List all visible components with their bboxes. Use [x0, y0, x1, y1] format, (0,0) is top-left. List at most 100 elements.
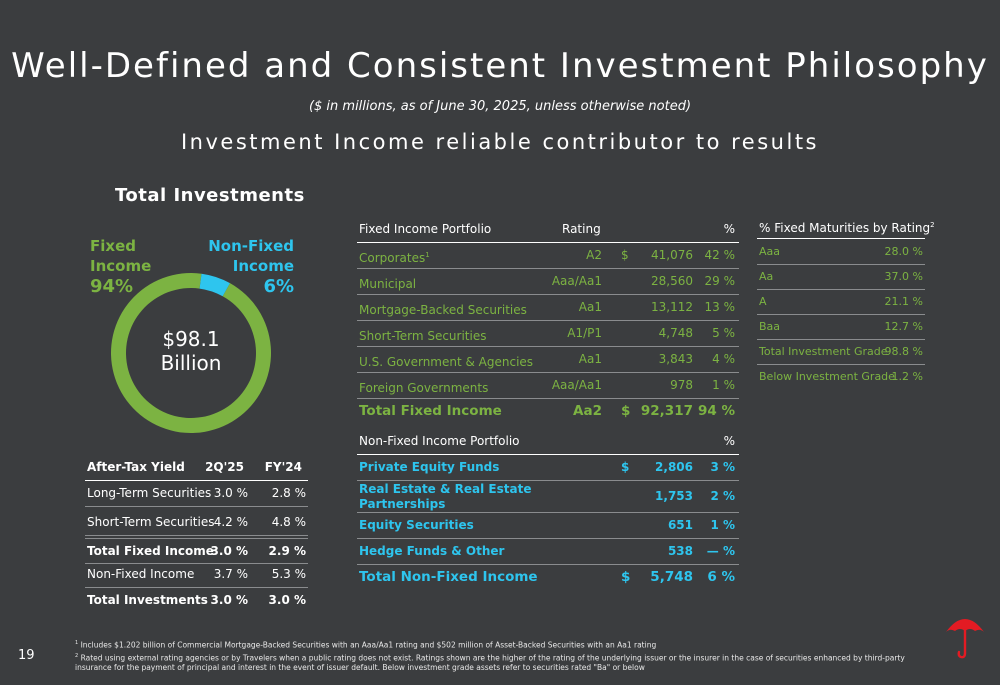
fixed-row-pct: 5 % [712, 326, 735, 340]
nonfixed-header-label: Non-Fixed Income Portfolio [359, 434, 520, 448]
yield-row-q: 4.2 % [213, 515, 248, 529]
yield-header-row: After-Tax Yield 2Q'25 FY'24 [85, 454, 308, 481]
fixed-header-rating: Rating [562, 222, 601, 236]
donut-center-label: $98.1 Billion [131, 327, 251, 375]
maturities-header: % Fixed Maturities by Rating2 [759, 212, 935, 238]
nonfixed-total-label: Total Non-Fixed Income [359, 569, 538, 585]
fixed-row-label-sup: 1 [425, 251, 430, 259]
nonfixed-row-label: Private Equity Funds [359, 460, 500, 474]
nonfixed-label-line1: Non-Fixed [208, 237, 294, 255]
fixed-row-label-text: Foreign Governments [359, 381, 489, 395]
table-row: Municipal Aaa/Aa1 28,560 29 % [357, 268, 739, 295]
footnote-1-text: Includes $1.202 billion of Commercial Mo… [80, 640, 657, 650]
table-row: Non-Fixed Income 3.7 % 5.3 % [85, 562, 308, 588]
table-row: Baa 12.7 % [757, 314, 925, 340]
fixed-row-label: Corporates1 [359, 242, 430, 268]
fixed-row-rating: Aa1 [578, 300, 602, 314]
fixed-row-dollar: $ [621, 403, 631, 419]
maturity-row-pct: 98.8 % [884, 345, 923, 358]
table-row: Foreign Governments Aaa/Aa1 978 1 % [357, 372, 739, 399]
maturity-row-label: Baa [759, 320, 781, 333]
table-row: Short-Term Securities A1/P1 4,748 5 % [357, 320, 739, 347]
yield-row-fy: 2.8 % [271, 486, 306, 500]
table-row: Total Investment Grade 98.8 % [757, 339, 925, 365]
fixed-row-value: 92,317 [640, 403, 693, 419]
nonfixed-row-value: 1,753 [655, 489, 693, 503]
fixed-income-table: Fixed Income Portfolio Rating % Corporat… [357, 216, 739, 421]
nonfixed-header-row: Non-Fixed Income Portfolio % [357, 428, 739, 455]
fixed-row-rating: Aa2 [573, 403, 602, 419]
table-row-total: Total Non-Fixed Income $ 5,748 6 % [357, 564, 739, 590]
fixed-row-value: 13,112 [651, 300, 693, 314]
nonfixed-row-pct: 3 % [710, 460, 735, 474]
table-row: A 21.1 % [757, 289, 925, 315]
page-number: 19 [18, 648, 35, 663]
fixed-row-label: Total Fixed Income [359, 403, 502, 419]
nonfixed-row-pct: 1 % [710, 518, 735, 532]
fixed-row-label: Foreign Governments [359, 372, 488, 398]
fixed-row-label: Municipal [359, 268, 416, 294]
yield-row-fy: 5.3 % [271, 567, 306, 581]
yield-row-q: 3.7 % [213, 567, 248, 581]
maturity-row-pct: 28.0 % [884, 245, 923, 258]
fixed-percent: 94% [90, 276, 134, 297]
nonfixed-row-label-line1: Real Estate & Real Estate [359, 482, 532, 496]
table-row: Aaa 28.0 % [757, 239, 925, 265]
table-row: Long-Term Securities 3.0 % 2.8 % [85, 480, 308, 507]
donut-chart [111, 273, 271, 433]
footnote-2-text: Rated using external rating agencies or … [75, 653, 905, 672]
yield-row-q: 3.0 % [213, 486, 248, 500]
nonfixed-row-label-line2: Partnerships [359, 497, 446, 511]
fixed-row-rating: Aaa/Aa1 [551, 274, 602, 288]
fixed-row-value: 978 [670, 378, 693, 392]
table-row: Mortgage-Backed Securities Aa1 13,112 13 % [357, 294, 739, 321]
fixed-row-label-text: U.S. Government & Agencies [359, 355, 534, 369]
nonfixed-row-pct: 2 % [710, 489, 735, 503]
yield-row-label: Non-Fixed Income [87, 567, 195, 581]
yield-row-fy: 3.0 % [268, 593, 306, 607]
table-row: Hedge Funds & Other 538 — % [357, 538, 739, 565]
table-row: Equity Securities 651 1 % [357, 512, 739, 539]
fixed-row-rating: A2 [586, 248, 602, 262]
yield-header-fy: FY'24 [264, 460, 302, 474]
nonfixed-total-value: 5,748 [650, 569, 693, 585]
table-row: U.S. Government & Agencies Aa1 3,843 4 % [357, 346, 739, 373]
table-row-total: Total Fixed Income Aa2 $92,317 94 % [357, 398, 739, 424]
footnote-1-sup: 1 [75, 640, 79, 646]
maturities-header-sup: 2 [930, 221, 935, 229]
table-row: Short-Term Securities 4.2 % 4.8 % [85, 509, 308, 536]
fixed-row-pct: 4 % [712, 352, 735, 366]
table-row: Below Investment Grade 1.2 % [757, 364, 925, 389]
fixed-header-row: Fixed Income Portfolio Rating % [357, 216, 739, 243]
page-subtitle: ($ in millions, as of June 30, 2025, unl… [308, 99, 692, 114]
nonfixed-percent: 6% [263, 276, 294, 297]
maturity-row-pct: 1.2 % [891, 370, 923, 383]
nonfixed-total-dollar: $ [621, 569, 631, 585]
nonfixed-row-label: Hedge Funds & Other [359, 544, 505, 558]
page-title: Well-Defined and Consistent Investment P… [11, 46, 989, 86]
fixed-row-value: 41,076 [651, 248, 693, 262]
table-row: Real Estate & Real Estate Partnerships 1… [357, 480, 739, 513]
yield-table: After-Tax Yield 2Q'25 FY'24 Long-Term Se… [85, 454, 308, 614]
nonfixed-row-pct: — % [706, 544, 735, 558]
maturity-row-label: Aaa [759, 245, 781, 258]
yield-header-q: 2Q'25 [205, 460, 244, 474]
fixed-row-rating: Aa1 [578, 352, 602, 366]
headline: Investment Income reliable contributor t… [180, 130, 819, 154]
maturity-row-label: Total Investment Grade [759, 345, 888, 358]
table-row: Private Equity Funds $ 2,806 3 % [357, 454, 739, 481]
fixed-row-value: 3,843 [658, 352, 693, 366]
nonfixed-income-legend: Non-Fixed Income 6% [200, 236, 294, 298]
fixed-row-label: Mortgage-Backed Securities [359, 294, 527, 320]
fixed-row-label: U.S. Government & Agencies [359, 346, 533, 372]
donut-slice-non-fixed-income [199, 273, 230, 297]
yield-row-label: Short-Term Securities [87, 515, 215, 529]
nonfixed-label-line2: Income [232, 257, 294, 275]
donut-center-unit: Billion [160, 351, 222, 375]
maturity-row-label: Aa [759, 270, 774, 283]
footnote-2: 2 Rated using external rating agencies o… [75, 651, 910, 674]
nonfixed-row-value: 2,806 [655, 460, 693, 474]
fixed-header-label: Fixed Income Portfolio [359, 222, 492, 236]
nonfixed-row-dollar: $ [621, 460, 630, 474]
yield-header-label: After-Tax Yield [87, 460, 185, 474]
